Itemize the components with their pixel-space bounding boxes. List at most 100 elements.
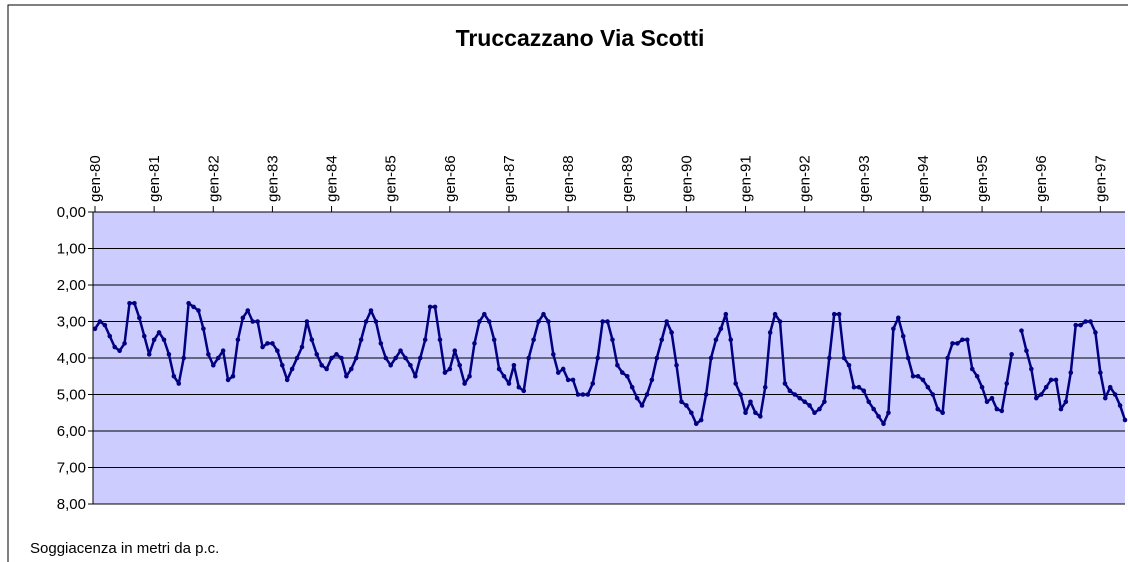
data-point: [334, 352, 339, 357]
data-point: [1098, 370, 1103, 375]
data-point: [97, 319, 103, 324]
data-point: [413, 373, 418, 379]
data-point: [521, 388, 527, 394]
data-point: [368, 308, 374, 313]
data-point: [506, 381, 512, 386]
data-point: [634, 395, 640, 401]
data-point: [797, 395, 803, 401]
data-point: [373, 319, 379, 324]
data-point: [787, 388, 793, 394]
data-point: [891, 326, 896, 332]
data-point: [220, 348, 226, 354]
data-point: [600, 319, 605, 324]
data-point: [836, 311, 842, 317]
data-point: [408, 363, 413, 368]
data-point: [289, 366, 295, 372]
data-point: [319, 363, 324, 368]
x-tick-label: gen-97: [1092, 155, 1109, 202]
x-tick-label: gen-90: [678, 155, 695, 202]
data-point: [733, 381, 738, 386]
data-point: [925, 384, 931, 390]
data-point: [620, 370, 625, 375]
data-point: [762, 384, 768, 390]
data-point: [570, 377, 576, 383]
x-tick-label: gen-95: [974, 155, 991, 202]
data-point: [378, 341, 384, 346]
data-point: [905, 355, 911, 361]
data-point: [753, 410, 758, 416]
y-tick-label: 4,00: [57, 350, 86, 367]
data-point: [560, 366, 566, 372]
data-point: [1024, 348, 1029, 354]
data-point: [846, 363, 852, 368]
data-point: [339, 355, 344, 361]
data-point: [230, 373, 236, 379]
data-point: [215, 355, 221, 361]
data-point: [437, 337, 443, 343]
data-point: [206, 352, 211, 357]
data-point: [669, 330, 674, 335]
x-tick-label: gen-85: [383, 155, 400, 202]
data-point: [457, 363, 462, 368]
x-tick-label: gen-87: [501, 155, 518, 202]
data-point: [1058, 406, 1064, 412]
data-point: [137, 315, 142, 321]
data-point: [403, 355, 408, 361]
data-point: [462, 381, 467, 386]
data-point: [1102, 395, 1108, 401]
data-point: [723, 311, 729, 317]
data-point: [255, 319, 260, 324]
chart-title: Truccazzano Via Scotti: [456, 25, 705, 51]
data-point: [122, 341, 127, 346]
data-point: [516, 384, 522, 390]
data-point: [491, 337, 497, 343]
data-point: [654, 355, 660, 361]
y-tick-label: 0,00: [57, 204, 86, 221]
x-tick-label: gen-80: [87, 155, 104, 202]
data-point: [817, 406, 822, 412]
data-point: [964, 337, 970, 343]
data-point: [1073, 322, 1079, 328]
data-point: [309, 337, 315, 343]
data-point: [595, 355, 600, 361]
data-point: [1043, 384, 1049, 390]
data-point: [960, 337, 965, 343]
data-point: [698, 417, 704, 423]
data-point: [856, 384, 862, 390]
data-point: [950, 341, 955, 346]
data-point: [827, 355, 832, 361]
data-point: [102, 322, 108, 328]
data-point: [812, 410, 817, 416]
data-point: [748, 399, 753, 405]
x-tick-label: gen-82: [205, 155, 222, 202]
x-tick-label: gen-83: [264, 155, 281, 202]
data-point: [141, 333, 147, 339]
data-point: [1122, 417, 1128, 423]
data-point: [639, 403, 645, 408]
data-point: [417, 355, 423, 361]
data-point: [526, 355, 531, 361]
data-point: [1093, 330, 1098, 335]
data-point: [876, 414, 881, 419]
data-point: [348, 366, 354, 372]
data-point: [1063, 399, 1069, 405]
data-point: [910, 373, 916, 379]
data-point: [974, 373, 980, 379]
data-point: [260, 344, 265, 350]
data-point: [1009, 352, 1014, 357]
data-point: [486, 319, 492, 324]
data-point: [442, 370, 448, 375]
data-point: [398, 348, 403, 354]
data-point: [555, 370, 561, 375]
data-point: [1112, 392, 1118, 397]
x-tick-label: gen-89: [619, 155, 636, 202]
x-tick-label: gen-88: [560, 155, 577, 202]
data-point: [851, 384, 857, 390]
data-point: [886, 410, 891, 416]
data-point: [984, 399, 990, 405]
data-point: [432, 304, 438, 310]
data-point: [181, 355, 187, 361]
data-point: [496, 366, 502, 372]
data-point: [590, 381, 596, 386]
y-tick-label: 1,00: [57, 241, 86, 258]
